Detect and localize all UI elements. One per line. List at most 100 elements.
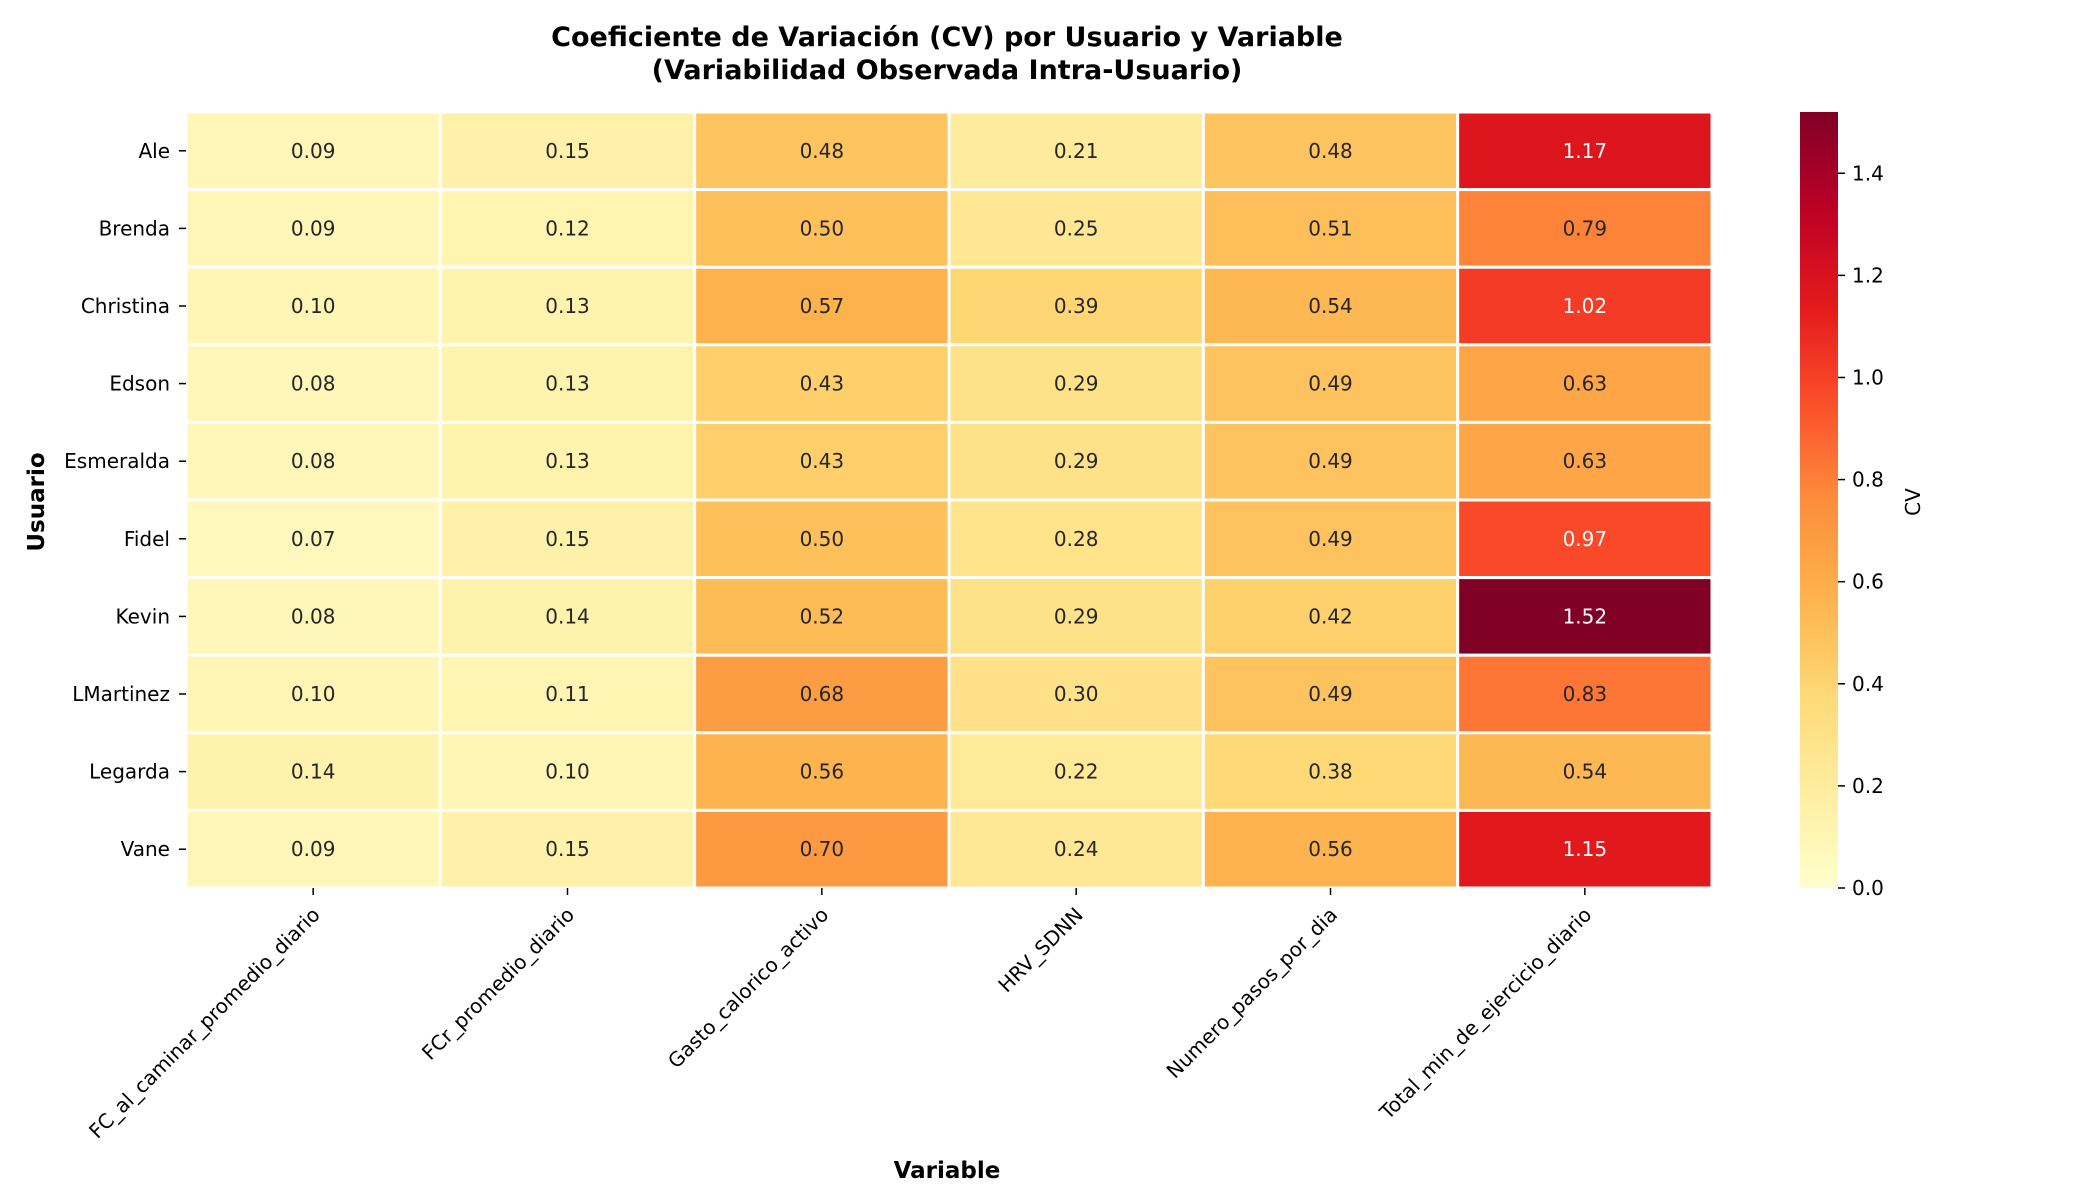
cell-value-label: 0.25 [1054,216,1099,240]
cell-value-label: 0.29 [1054,372,1099,396]
heatmap-cell [438,808,697,890]
cell-value-label: 0.11 [545,682,590,706]
y-tick-label: Edson [109,372,170,396]
y-tick-label: Legarda [89,760,170,784]
cell-value-label: 0.42 [1308,604,1353,628]
cell-value-label: 0.50 [800,527,845,551]
x-axis: FC_al_caminar_promedio_diario FCr_promedi… [84,888,1596,1143]
x-tick-label: Gasto_calorico_activo [663,903,833,1073]
heatmap-cell [184,808,442,890]
cell-value-label: 0.14 [291,760,336,784]
heatmap-cell [438,188,697,269]
heatmap-cell [947,420,1205,502]
cell-value-label: 0.09 [291,216,336,240]
cell-value-label: 0.83 [1563,682,1608,706]
cell-value-label: 0.13 [545,449,590,473]
heatmap-cell [1456,576,1714,657]
cell-value-label: 1.15 [1563,837,1608,861]
heatmap-cell [693,731,951,812]
heatmap-cells [184,110,1714,890]
heatmap-cell [693,343,951,424]
colorbar-tick-label: 0.4 [1852,672,1884,696]
y-tick-label: Brenda [99,216,170,240]
heatmap-cell [1201,731,1460,812]
cell-value-label: 0.56 [800,760,845,784]
cell-value-label: 0.09 [291,139,336,163]
heatmap-cell [438,265,697,347]
cell-value-label: 0.48 [1308,139,1353,163]
cell-value-label: 0.56 [1308,837,1353,861]
heatmap-cell [1201,420,1460,502]
cell-value-label: 0.28 [1054,527,1099,551]
heatmap-cell [947,343,1205,424]
cell-value-label: 0.13 [545,294,590,318]
heatmap-cell [1201,808,1460,890]
x-tick-label: Numero_pasos_por_dia [1162,903,1342,1083]
heatmap-cell [1456,110,1714,192]
heatmap-cell-labels: 0.09 0.15 0.48 0.21 0.48 1.17 0.09 0.12 0.50 0.25… [291,139,1607,861]
heatmap-cell [947,188,1205,269]
heatmap-cell [438,343,697,424]
cell-value-label: 0.12 [545,216,590,240]
heatmap-cell [1456,343,1714,424]
heatmap-cell [1456,265,1714,347]
cell-value-label: 0.39 [1054,294,1099,318]
cell-value-label: 0.63 [1563,449,1608,473]
cell-value-label: 0.52 [800,604,845,628]
x-axis-label: Variable [894,1158,1001,1184]
heatmap-cell [947,265,1205,347]
cell-value-label: 0.14 [545,604,590,628]
heatmap-cell [1201,265,1460,347]
heatmap-cell [1456,188,1714,269]
cell-value-label: 0.29 [1054,449,1099,473]
cell-value-label: 0.43 [800,449,845,473]
colorbar-tick-label: 1.4 [1852,161,1884,185]
heatmap-cell [438,110,697,192]
cell-value-label: 0.15 [545,139,590,163]
heatmap-cell [184,731,442,812]
colorbar-tick-label: 0.0 [1852,876,1884,900]
colorbar-tick-label: 0.2 [1852,774,1884,798]
chart-title: Coeficiente de Variación (CV) por Usuari… [551,22,1343,53]
heatmap-cell [184,576,442,657]
y-axis-label: Usuario [24,452,50,551]
y-tick-label: Esmeralda [64,449,170,473]
y-tick-label: Ale [138,139,170,163]
cell-value-label: 0.29 [1054,604,1099,628]
cell-value-label: 0.54 [1308,294,1353,318]
cell-value-label: 1.52 [1563,604,1608,628]
x-tick-label: FC_al_caminar_promedio_diario [84,903,325,1144]
cell-value-label: 0.21 [1054,139,1099,163]
colorbar-tick-label: 1.0 [1852,365,1884,389]
x-tick-label: FCr_promedio_diario [417,903,579,1065]
colorbar-tick-label: 0.6 [1852,570,1884,594]
cell-value-label: 0.50 [800,216,845,240]
y-tick-label: Christina [81,294,170,318]
cell-value-label: 0.08 [291,372,336,396]
colorbar-label: CV [1901,488,1925,516]
colorbar-gradient [1800,112,1838,888]
cell-value-label: 0.07 [291,527,336,551]
colorbar-tick-label: 0.8 [1852,468,1884,492]
heatmap-cell [1456,653,1714,735]
cell-value-label: 0.43 [800,372,845,396]
cell-value-label: 0.10 [545,760,590,784]
cell-value-label: 0.15 [545,837,590,861]
cell-value-label: 0.15 [545,527,590,551]
cell-value-label: 0.79 [1563,216,1608,240]
cell-value-label: 0.08 [291,449,336,473]
heatmap-cell [947,653,1205,735]
cell-value-label: 0.49 [1308,449,1353,473]
cell-value-label: 0.54 [1563,760,1608,784]
cell-value-label: 0.49 [1308,527,1353,551]
y-tick-label: LMartinez [72,682,170,706]
cell-value-label: 0.10 [291,682,336,706]
cell-value-label: 1.02 [1563,294,1608,318]
cell-value-label: 0.51 [1308,216,1353,240]
heatmap-cell [693,420,951,502]
y-tick-label: Fidel [124,527,170,551]
heatmap-cell [184,498,442,580]
colorbar: 0.0 0.2 0.4 0.6 0.8 1.0 1.2 1.4 [1800,112,1884,900]
cell-value-label: 0.49 [1308,372,1353,396]
